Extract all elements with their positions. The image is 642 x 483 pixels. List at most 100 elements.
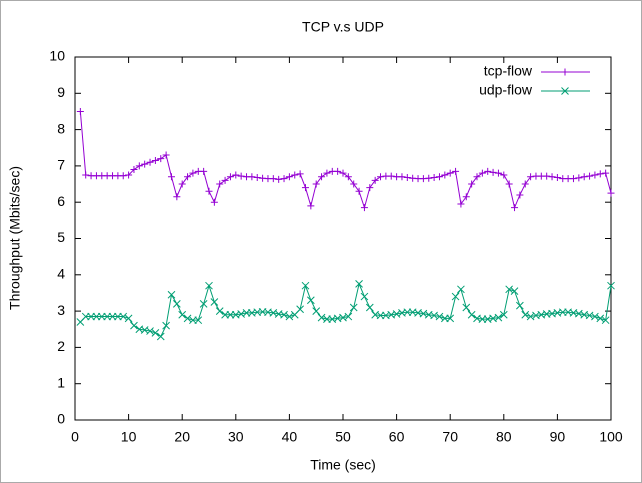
- point-marker: [334, 167, 342, 175]
- x-tick-label: 60: [389, 429, 405, 445]
- point-marker: [387, 172, 395, 180]
- point-marker: [339, 169, 347, 177]
- x-tick-label: 0: [71, 429, 79, 445]
- point-marker: [607, 189, 615, 197]
- point-marker: [510, 287, 519, 295]
- point-marker: [425, 174, 433, 182]
- y-tick-label: 8: [57, 120, 65, 136]
- point-marker: [125, 171, 133, 179]
- point-marker: [124, 314, 133, 323]
- y-tick-label: 5: [57, 229, 65, 245]
- legend-label: tcp-flow: [484, 63, 533, 79]
- point-marker: [511, 204, 519, 212]
- point-marker: [430, 174, 438, 182]
- point-marker: [462, 193, 470, 201]
- point-marker: [441, 171, 449, 179]
- point-marker: [248, 173, 256, 181]
- point-marker: [403, 174, 411, 182]
- point-marker: [210, 298, 219, 306]
- point-marker: [162, 151, 170, 159]
- point-marker: [306, 296, 315, 305]
- point-marker: [494, 169, 502, 177]
- point-marker: [200, 167, 208, 175]
- x-tick-label: 80: [496, 429, 512, 445]
- point-marker: [199, 299, 208, 308]
- point-marker: [253, 174, 261, 182]
- point-marker: [167, 173, 175, 181]
- point-marker: [151, 156, 159, 164]
- point-marker: [468, 180, 476, 188]
- point-marker: [82, 171, 90, 179]
- point-marker: [377, 173, 385, 181]
- series-line: [79, 111, 612, 210]
- point-marker: [205, 281, 213, 290]
- point-marker: [355, 187, 363, 195]
- x-tick-label: 70: [442, 429, 458, 445]
- point-marker: [269, 175, 277, 183]
- chart-title: TCP v.s UDP: [302, 19, 384, 35]
- point-marker: [156, 332, 165, 341]
- point-marker: [435, 173, 443, 181]
- point-marker: [301, 184, 309, 192]
- point-marker: [462, 303, 471, 312]
- x-tick-label: 100: [599, 429, 623, 445]
- point-marker: [280, 310, 288, 319]
- point-marker: [601, 316, 610, 325]
- point-marker: [285, 173, 293, 181]
- point-marker: [489, 168, 497, 176]
- point-marker: [173, 193, 181, 201]
- point-marker: [596, 170, 604, 178]
- legend-marker: [561, 87, 569, 95]
- point-marker: [543, 172, 551, 180]
- point-marker: [350, 180, 358, 188]
- y-tick-label: 7: [57, 157, 65, 173]
- point-marker: [296, 170, 304, 178]
- point-marker: [452, 167, 460, 175]
- point-marker: [360, 292, 369, 301]
- point-marker: [291, 171, 299, 179]
- point-marker: [317, 313, 326, 322]
- point-marker: [157, 155, 165, 163]
- point-marker: [344, 312, 353, 321]
- point-marker: [221, 176, 229, 184]
- point-marker: [516, 191, 524, 199]
- y-tick-label: 1: [57, 374, 65, 390]
- point-marker: [553, 174, 561, 182]
- point-marker: [312, 307, 321, 315]
- point-marker: [505, 180, 513, 188]
- point-marker: [184, 173, 192, 181]
- point-marker: [178, 180, 186, 188]
- x-tick-label: 10: [121, 429, 137, 445]
- point-marker: [275, 175, 283, 183]
- point-marker: [499, 310, 508, 319]
- point-marker: [494, 313, 503, 322]
- point-marker: [591, 171, 599, 179]
- point-marker: [280, 175, 288, 183]
- point-marker: [484, 167, 492, 175]
- x-tick-label: 30: [228, 429, 244, 445]
- point-marker: [135, 162, 143, 170]
- x-axis-label: Time (sec): [310, 457, 376, 473]
- legend-marker: [561, 68, 569, 76]
- legend-label: udp-flow: [479, 82, 533, 98]
- point-marker: [76, 107, 84, 115]
- point-marker: [366, 184, 374, 192]
- point-marker: [189, 169, 197, 177]
- point-marker: [446, 169, 454, 177]
- point-marker: [194, 316, 203, 325]
- x-tick-label: 40: [282, 429, 298, 445]
- point-marker: [301, 281, 310, 290]
- x-tick-label: 50: [335, 429, 351, 445]
- point-marker: [457, 285, 465, 294]
- point-marker: [318, 173, 326, 181]
- y-tick-label: 9: [57, 84, 65, 100]
- y-tick-label: 6: [57, 193, 65, 209]
- y-tick-label: 2: [57, 338, 65, 354]
- point-marker: [226, 173, 234, 181]
- point-marker: [119, 172, 127, 180]
- point-marker: [232, 171, 240, 179]
- point-marker: [398, 173, 406, 181]
- point-marker: [478, 169, 486, 177]
